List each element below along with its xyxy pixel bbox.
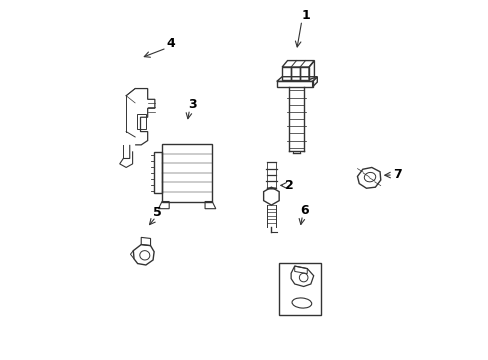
Text: 4: 4 [166, 37, 175, 50]
Text: 3: 3 [188, 98, 196, 111]
Text: 6: 6 [300, 204, 308, 217]
Text: 2: 2 [285, 179, 293, 192]
Text: 7: 7 [393, 168, 402, 181]
Text: 5: 5 [153, 206, 162, 219]
Text: 1: 1 [301, 9, 310, 22]
